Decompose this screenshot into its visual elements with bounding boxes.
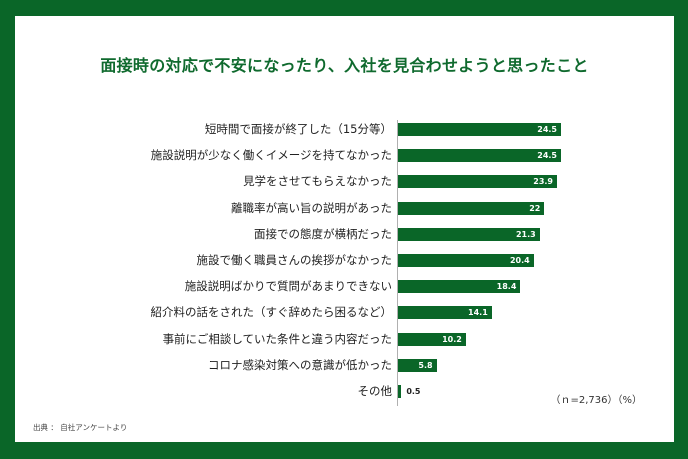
value-label: 20.4 <box>509 256 530 265</box>
bar-row: 施設で働く職員さんの挨拶がなかった 20.4 <box>15 254 674 267</box>
category-label: 面接での態度が横柄だった <box>254 226 392 241</box>
category-label: 離職率が高い旨の説明があった <box>231 200 392 215</box>
value-label: 10.2 <box>442 334 462 344</box>
bar-row: その他 0.5 <box>15 385 674 398</box>
data-bar: 21.3 <box>398 227 540 241</box>
data-bar: 20.4 <box>398 254 534 267</box>
data-bar <box>398 385 402 398</box>
chart-title: 面接時の対応で不安になったり、入社を見合わせようと思ったこと <box>100 56 589 75</box>
bar-row: 面接での態度が横柄だった 21.3 <box>15 226 674 241</box>
sample-size-note: （ｎ=2,736）（%） <box>550 395 642 406</box>
bar-row: 離職率が高い旨の説明があった 22 <box>15 200 674 215</box>
value-label: 22 <box>529 203 541 213</box>
value-label: 24.5 <box>537 151 557 161</box>
value-label: 21.3 <box>515 229 536 239</box>
data-bar: 10.2 <box>398 332 466 346</box>
category-label: コロナ感染対策への意識が低かった <box>208 357 392 372</box>
bar-row: 短時間で面接が終了した（15分等） 24.5 <box>15 123 674 136</box>
value-label: 23.9 <box>533 177 553 187</box>
category-label: 見学をさせてもらえなかった <box>243 174 392 189</box>
data-bar: 22 <box>398 201 545 215</box>
source-note: 出典 ： 自社アンケートより <box>33 423 128 432</box>
bar-row: 見学をさせてもらえなかった 23.9 <box>15 174 674 189</box>
value-label: 18.4 <box>496 282 517 292</box>
category-label: 施設で働く職員さんの挨拶がなかった <box>196 253 393 267</box>
data-bar: 24.5 <box>398 123 561 136</box>
bar-row: コロナ感染対策への意識が低かった 5.8 <box>15 357 674 372</box>
value-label: 14.1 <box>468 308 488 318</box>
value-label: 24.5 <box>537 125 557 134</box>
bar-row: 紹介料の話をされた（すぐ辞めたら困るなど） 14.1 <box>15 305 674 320</box>
data-bar: 5.8 <box>398 358 437 372</box>
category-label: 事前にご相談していた条件と違う内容だった <box>162 331 392 346</box>
value-label: 5.8 <box>418 360 433 370</box>
y-axis-line <box>397 120 398 406</box>
bar-row: 事前にご相談していた条件と違う内容だった 10.2 <box>15 331 674 346</box>
data-bar: 23.9 <box>398 175 557 189</box>
chart-panel: 面接時の対応で不安になったり、入社を見合わせようと思ったこと 短時間で面接が終了… <box>15 16 674 442</box>
category-label: 紹介料の話をされた（すぐ辞めたら困るなど） <box>150 305 393 320</box>
bar-row: 施設説明ばかりで質問があまりできない 18.4 <box>15 279 674 294</box>
data-bar: 24.5 <box>398 149 561 163</box>
category-label: 施設説明ばかりで質問があまりできない <box>184 279 392 294</box>
category-label: 施設説明が少なく働くイメージを持てなかった <box>150 148 392 163</box>
bar-row: 施設説明が少なく働くイメージを持てなかった 24.5 <box>15 148 674 163</box>
category-label: その他 <box>357 384 393 398</box>
category-label: 短時間で面接が終了した（15分等） <box>204 122 392 136</box>
data-bar: 14.1 <box>398 306 492 320</box>
data-bar: 18.4 <box>398 280 521 294</box>
value-label: 0.5 <box>406 387 421 396</box>
